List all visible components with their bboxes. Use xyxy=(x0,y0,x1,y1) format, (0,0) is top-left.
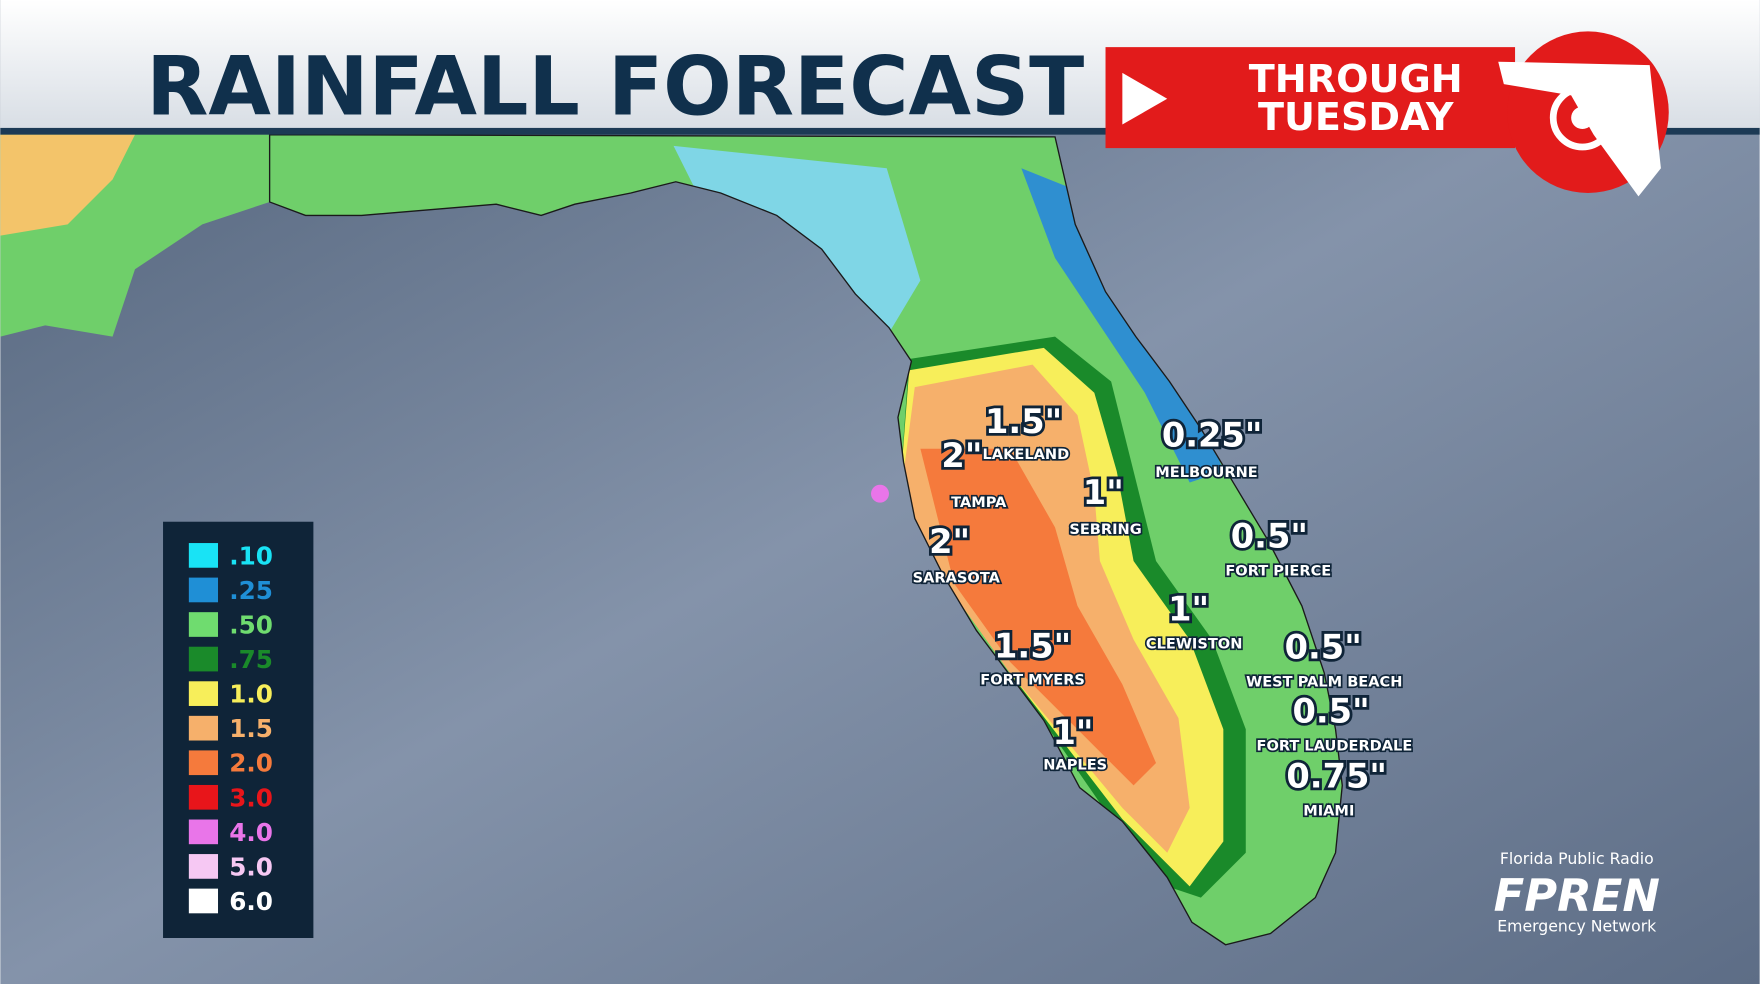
brand-logo: FPREN xyxy=(1494,869,1660,922)
play-icon xyxy=(1122,72,1168,125)
legend-swatch xyxy=(188,715,219,741)
city-name: MIAMI xyxy=(1303,803,1354,820)
legend-label: 1.0 xyxy=(229,680,273,709)
rain-amount: 1.5" xyxy=(994,626,1071,665)
city-name: LAKELAND xyxy=(983,446,1070,463)
legend-swatch xyxy=(188,681,219,706)
rain-amount: 2" xyxy=(941,436,982,475)
city-name: MELBOURNE xyxy=(1155,464,1257,481)
rain-amount: 0.5" xyxy=(1231,517,1308,556)
badge xyxy=(1105,47,1516,149)
brand-bottom: Emergency Network xyxy=(1497,916,1657,935)
legend-label: 1.5 xyxy=(229,714,273,743)
rain-amount: 0.5" xyxy=(1285,628,1362,667)
legend-label: .10 xyxy=(229,541,273,570)
city-name: SARASOTA xyxy=(913,569,1001,586)
legend-label: 5.0 xyxy=(229,852,273,881)
city-name: SEBRING xyxy=(1069,521,1141,538)
legend-box xyxy=(163,521,314,938)
rain-amount: 1" xyxy=(1053,713,1094,752)
legend-label: 6.0 xyxy=(229,887,273,916)
rain-amount: 0.75" xyxy=(1286,757,1387,796)
gulf-states-yellow xyxy=(0,134,135,236)
title: RAINFALL FORECAST xyxy=(146,40,1084,134)
legend-label: 2.0 xyxy=(229,749,273,778)
storm-logo xyxy=(1498,31,1669,197)
rain-amount: 2" xyxy=(929,522,970,561)
legend-swatch xyxy=(188,888,219,914)
city-name: WEST PALM BEACH xyxy=(1246,674,1402,691)
rain-spot xyxy=(871,484,889,503)
legend-swatch xyxy=(188,543,219,568)
legend: .10 .25 .50 .75 1.0 1.5 2.0 3.0 4.0 5.0 6.0 xyxy=(188,541,273,916)
badge-line: TUESDAY xyxy=(1258,95,1454,139)
city-name: FORT LAUDERDALE xyxy=(1256,738,1412,755)
legend-swatch xyxy=(188,612,219,637)
legend-swatch xyxy=(188,577,219,603)
legend-swatch xyxy=(188,854,219,879)
legend-label: .75 xyxy=(229,645,273,674)
city-name: FORT MYERS xyxy=(980,671,1085,688)
city-name: TAMPA xyxy=(951,494,1007,511)
city-name: FORT PIERCE xyxy=(1225,563,1331,580)
brand-top: Florida Public Radio xyxy=(1500,849,1654,868)
rain-amount: 1" xyxy=(1083,473,1124,512)
badge-line: THROUGH xyxy=(1249,57,1463,101)
header-rule xyxy=(0,127,1760,135)
city-name: CLEWISTON xyxy=(1146,636,1243,653)
rain-amount: 0.5" xyxy=(1292,692,1369,731)
legend-label: 3.0 xyxy=(229,783,273,812)
rain-amount: 1.5" xyxy=(985,402,1062,441)
legend-swatch xyxy=(188,750,219,776)
legend-swatch xyxy=(188,784,219,810)
legend-swatch xyxy=(188,819,219,845)
legend-label: 4.0 xyxy=(229,818,273,847)
legend-swatch xyxy=(188,646,219,672)
rain-amount: 1" xyxy=(1168,589,1209,628)
rain-amount: 0.25" xyxy=(1162,416,1263,455)
legend-label: .50 xyxy=(229,610,273,639)
city-name: NAPLES xyxy=(1043,757,1107,774)
legend-label: .25 xyxy=(229,576,273,605)
